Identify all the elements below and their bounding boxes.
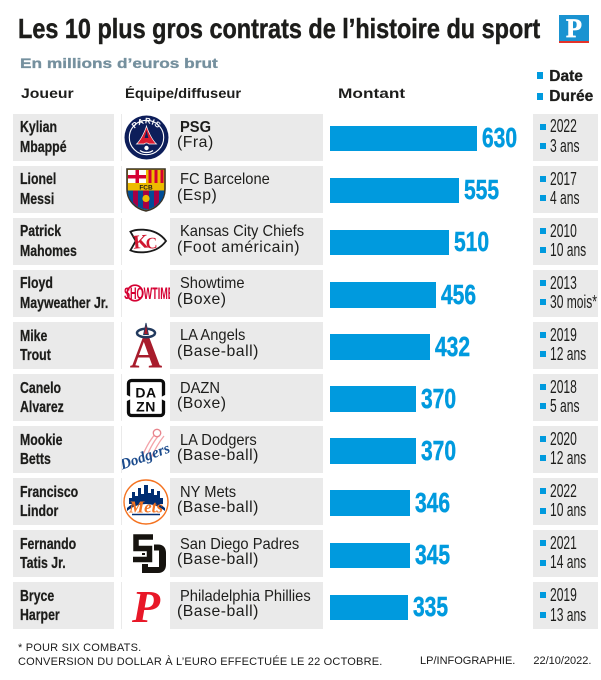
svg-text:P: P [131, 582, 161, 629]
svg-text:PARIS: PARIS [130, 116, 163, 130]
svg-text:DA: DA [135, 384, 156, 400]
svg-text:ZN: ZN [136, 398, 156, 414]
svg-text:FCB: FCB [139, 184, 153, 191]
svg-text:Mets: Mets [128, 497, 163, 516]
svg-text:SHOWTIME: SHOWTIME [124, 284, 170, 303]
svg-text:K: K [132, 232, 150, 254]
svg-text:Dodgers: Dodgers [122, 441, 170, 472]
svg-text:C: C [145, 235, 158, 253]
